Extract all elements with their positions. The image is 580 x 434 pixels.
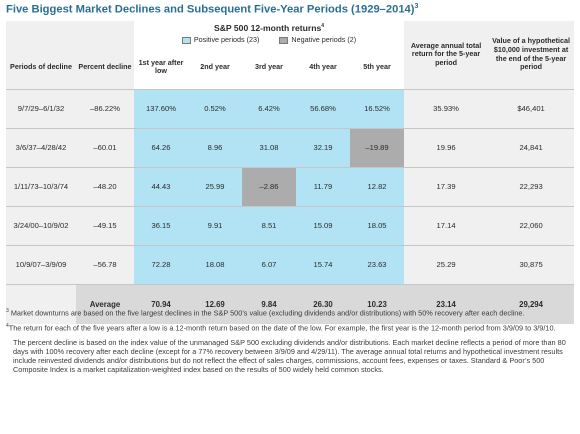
return-cell: 25.99 bbox=[188, 166, 242, 206]
period-cell: 3/24/00–10/9/02 bbox=[6, 205, 76, 245]
decline-cell: –49.15 bbox=[76, 205, 134, 245]
average-cell: 10.23 bbox=[350, 283, 405, 324]
decline-cell: –48.20 bbox=[76, 166, 134, 206]
period-cell: 3/6/37–4/28/42 bbox=[6, 127, 76, 167]
return-cell: 0.52% bbox=[188, 88, 242, 128]
table-row: 1/11/73–10/3/74 –48.20 44.43 25.99 –2.86… bbox=[6, 166, 575, 206]
average-cell: 9.84 bbox=[242, 283, 296, 324]
return-cell: 8.96 bbox=[188, 127, 242, 167]
return-cell: 15.74 bbox=[296, 244, 350, 284]
period-cell: 1/11/73–10/3/74 bbox=[6, 166, 76, 206]
avg-return-cell: 25.29 bbox=[404, 244, 489, 284]
legend: Positive periods (23) Negative periods (… bbox=[136, 35, 402, 45]
col-header-hypothetical-value: Value of a hypothetical $10,000 investme… bbox=[488, 21, 575, 89]
col-header-y5: 5th year bbox=[350, 46, 405, 89]
footnote-3: 3 Market downturns are based on the five… bbox=[6, 308, 525, 318]
value-cell: $46,401 bbox=[488, 88, 575, 128]
methodology-note: The percent decline is based on the inde… bbox=[13, 337, 566, 375]
period-cell: 9/7/29–6/1/32 bbox=[6, 88, 76, 128]
return-cell: 64.26 bbox=[134, 127, 188, 167]
negative-return-cell: –19.89 bbox=[350, 127, 405, 167]
table-row: 3/6/37–4/28/42 –60.01 64.26 8.96 31.08 3… bbox=[6, 127, 575, 167]
col-header-y1: 1st year after low bbox=[134, 46, 188, 89]
col-header-y2: 2nd year bbox=[188, 46, 242, 89]
table-row: 9/7/29–6/1/32 –86.22% 137.60% 0.52% 6.42… bbox=[6, 88, 575, 128]
return-cell: 9.91 bbox=[188, 205, 242, 245]
value-cell: 24,841 bbox=[488, 127, 575, 167]
col-header-y4: 4th year bbox=[296, 46, 350, 89]
average-row: Average 70.94 12.69 9.84 26.30 10.23 23.… bbox=[6, 283, 575, 324]
decline-cell: –86.22% bbox=[76, 88, 134, 128]
average-cell: 23.14 bbox=[404, 283, 489, 324]
average-cell: 70.94 bbox=[134, 283, 188, 324]
value-cell: 22,060 bbox=[488, 205, 575, 245]
return-cell: 11.79 bbox=[296, 166, 350, 206]
legend-negative: Negative periods (2) bbox=[279, 35, 356, 45]
decline-cell: –60.01 bbox=[76, 127, 134, 167]
footnotes: 3 Market downturns are based on the five… bbox=[6, 308, 574, 380]
avg-return-cell: 17.14 bbox=[404, 205, 489, 245]
col-header-y3: 3rd year bbox=[242, 46, 296, 89]
return-cell: 23.63 bbox=[350, 244, 405, 284]
market-declines-table: S&P 500 12-month returns4 Positive perio… bbox=[6, 21, 575, 324]
average-cell: 26.30 bbox=[296, 283, 350, 324]
period-cell: 10/9/07–3/9/09 bbox=[6, 244, 76, 284]
return-cell: 56.68% bbox=[296, 88, 350, 128]
return-cell: 6.42% bbox=[242, 88, 296, 128]
return-cell: 15.09 bbox=[296, 205, 350, 245]
return-cell: 8.51 bbox=[242, 205, 296, 245]
return-cell: 44.43 bbox=[134, 166, 188, 206]
col-header-avg-return: Average annual total return for the 5-ye… bbox=[404, 21, 489, 89]
avg-return-cell: 17.39 bbox=[404, 166, 489, 206]
return-cell: 31.08 bbox=[242, 127, 296, 167]
return-cell: 12.82 bbox=[350, 166, 405, 206]
legend-positive: Positive periods (23) bbox=[181, 35, 259, 45]
return-cell: 137.60% bbox=[134, 88, 188, 128]
average-label: Average bbox=[76, 283, 134, 324]
return-cell: 6.07 bbox=[242, 244, 296, 284]
return-cell: 72.28 bbox=[134, 244, 188, 284]
page-title: Five Biggest Market Declines and Subsequ… bbox=[6, 3, 419, 16]
footnote-4: 4The return for each of the five years a… bbox=[6, 322, 556, 333]
value-cell: 30,875 bbox=[488, 244, 575, 284]
return-cell: 18.05 bbox=[350, 205, 405, 245]
negative-swatch bbox=[279, 36, 289, 44]
positive-swatch bbox=[181, 36, 191, 44]
avg-return-cell: 19.96 bbox=[404, 127, 489, 167]
return-cell: 36.15 bbox=[134, 205, 188, 245]
table-row: 3/24/00–10/9/02 –49.15 36.15 9.91 8.51 1… bbox=[6, 205, 575, 245]
negative-return-cell: –2.86 bbox=[242, 166, 296, 206]
value-cell: 22,293 bbox=[488, 166, 575, 206]
return-cell: 16.52% bbox=[350, 88, 405, 128]
avg-return-cell: 35.93% bbox=[404, 88, 489, 128]
average-cell: 12.69 bbox=[188, 283, 242, 324]
col-header-periods: Periods of decline bbox=[6, 46, 76, 89]
return-cell: 18.08 bbox=[188, 244, 242, 284]
table-row: 10/9/07–3/9/09 –56.78 72.28 18.08 6.07 1… bbox=[6, 244, 575, 284]
return-cell: 32.19 bbox=[296, 127, 350, 167]
average-cell: 29,294 bbox=[488, 283, 575, 324]
col-header-percent: Percent decline bbox=[76, 46, 134, 89]
sp500-returns-header: S&P 500 12-month returns4 Positive perio… bbox=[134, 21, 405, 46]
decline-cell: –56.78 bbox=[76, 244, 134, 284]
